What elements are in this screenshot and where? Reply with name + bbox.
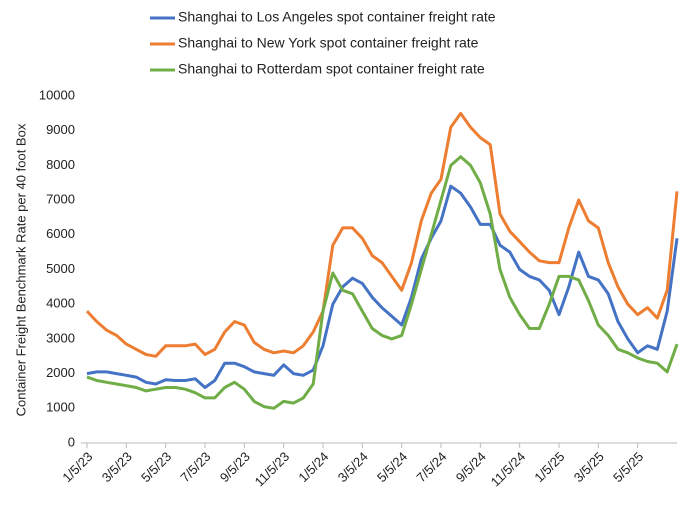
x-tick-label: 3/5/23 <box>99 449 135 485</box>
series-line <box>86 184 679 389</box>
series-line <box>86 155 679 410</box>
y-tick-label: 0 <box>68 434 75 449</box>
y-tick-label: 4000 <box>46 296 75 311</box>
x-tick-label: 5/5/25 <box>610 449 646 485</box>
x-tick-label: 1/5/25 <box>531 449 567 485</box>
y-tick-label: 1000 <box>46 400 75 415</box>
x-tick-label: 1/5/24 <box>295 449 331 485</box>
y-tick-label: 3000 <box>46 330 75 345</box>
x-tick-label: 7/5/23 <box>177 449 213 485</box>
y-tick-label: 2000 <box>46 365 75 380</box>
legend-label: Shanghai to Los Angeles spot container f… <box>178 9 496 25</box>
y-tick-label: 9000 <box>46 122 75 137</box>
x-tick-label: 5/5/23 <box>138 449 174 485</box>
legend: Shanghai to Los Angeles spot container f… <box>150 9 496 77</box>
y-axis-label: Container Freight Benchmark Rate per 40 … <box>13 123 28 416</box>
y-tick-label: 8000 <box>46 157 75 172</box>
x-tick-label: 1/5/23 <box>59 449 95 485</box>
x-tick-label: 11/5/23 <box>252 449 293 490</box>
y-tick-label: 5000 <box>46 261 75 276</box>
y-tick-label: 10000 <box>39 87 75 102</box>
x-tick-label: 3/5/25 <box>571 449 607 485</box>
x-tick-label: 9/5/24 <box>453 449 489 485</box>
x-tick-label: 11/5/24 <box>488 449 529 490</box>
y-tick-label: 7000 <box>46 192 75 207</box>
x-tick-label: 5/5/24 <box>374 449 410 485</box>
legend-label: Shanghai to New York spot container frei… <box>178 35 479 51</box>
x-tick-label: 3/5/24 <box>335 449 371 485</box>
series-line <box>85 111 679 358</box>
x-tick-label: 7/5/24 <box>413 449 449 485</box>
y-tick-label: 6000 <box>46 226 75 241</box>
x-tick-label: 9/5/23 <box>217 449 253 485</box>
legend-label: Shanghai to Rotterdam spot container fre… <box>178 61 485 77</box>
